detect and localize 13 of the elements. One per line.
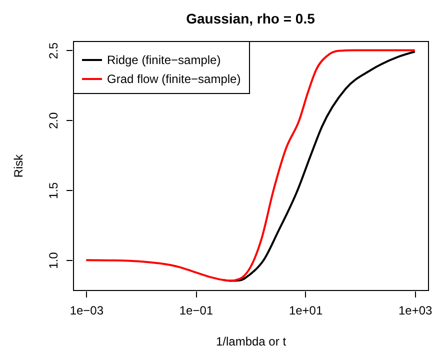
y-tick-label: 1.5 bbox=[46, 182, 60, 199]
y-axis-title: Risk bbox=[12, 153, 26, 178]
y-tick-label: 1.0 bbox=[46, 252, 60, 269]
y-tick-label: 2.5 bbox=[46, 42, 60, 60]
chart-title: Gaussian, rho = 0.5 bbox=[186, 10, 316, 26]
x-tick-label: 1e+01 bbox=[288, 304, 323, 318]
x-tick-label: 1e+03 bbox=[398, 304, 433, 318]
y-tick-label: 2.0 bbox=[46, 112, 60, 130]
legend-label: Grad flow (finite−sample) bbox=[107, 72, 241, 86]
x-tick-label: 1e−01 bbox=[179, 304, 214, 318]
legend-label: Ridge (finite−sample) bbox=[107, 53, 221, 67]
x-axis-title: 1/lambda or t bbox=[216, 334, 287, 348]
x-tick-label: 1e−03 bbox=[70, 304, 104, 318]
